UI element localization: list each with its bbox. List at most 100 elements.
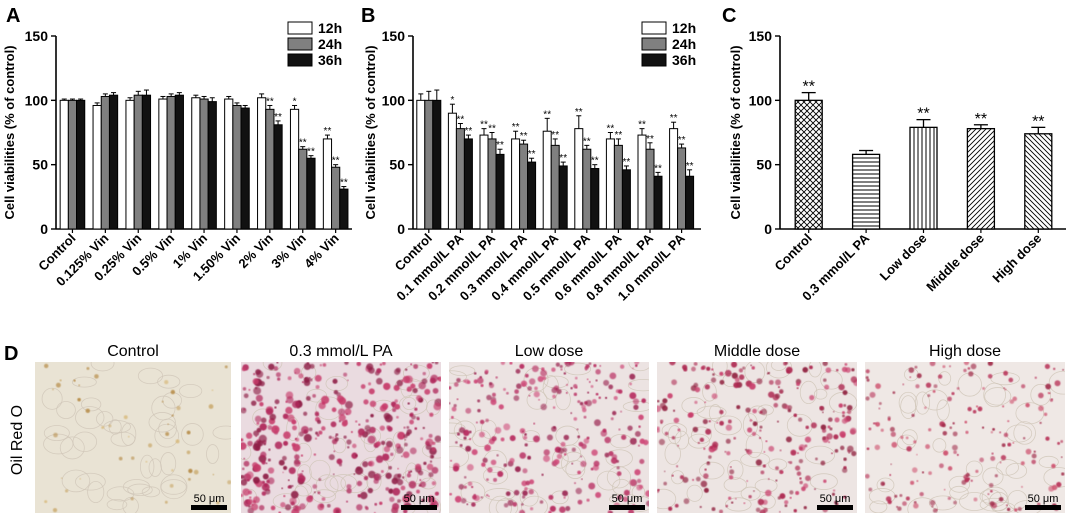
lipid-droplet	[522, 490, 528, 496]
lipid-droplet	[768, 445, 775, 452]
panel-a-bar	[67, 99, 78, 230]
lipid-droplet	[479, 431, 485, 438]
lipid-droplet	[822, 436, 826, 441]
lipid-droplet	[521, 480, 528, 487]
lipid-droplet	[241, 442, 247, 450]
lipid-droplet	[987, 493, 990, 496]
lipid-droplet	[415, 463, 422, 470]
panel-b-chart: B 0 50 100 150 Cell viabilities (% of contro…	[361, 5, 701, 304]
lipid-droplet	[455, 441, 458, 444]
cell-outline	[804, 445, 836, 465]
lipid-droplet	[264, 488, 271, 495]
scale-bar-label: 50 μm	[612, 493, 643, 505]
lipid-droplet	[593, 364, 597, 368]
lipid-droplet	[847, 409, 852, 415]
lipid-droplet	[476, 377, 484, 384]
lipid-droplet	[509, 435, 516, 442]
lipid-droplet	[431, 362, 435, 364]
lipid-droplet	[507, 499, 514, 506]
lipid-droplet	[798, 444, 806, 452]
lipid-droplet	[375, 455, 384, 463]
lipid-droplet	[123, 415, 128, 420]
lipid-droplet	[292, 425, 297, 431]
lipid-droplet	[773, 402, 779, 408]
cell-outline	[521, 495, 548, 513]
lipid-droplet	[145, 460, 148, 463]
lipid-droplet	[565, 506, 571, 512]
lipid-droplet	[575, 487, 582, 495]
panel-b-bar	[511, 138, 521, 230]
cell-outline	[983, 382, 1006, 408]
lipid-droplet	[368, 470, 376, 479]
lipid-droplet	[586, 378, 589, 381]
panel-a-legend-swatch	[287, 21, 313, 35]
cell-outline	[740, 486, 761, 501]
lipid-droplet	[429, 412, 434, 417]
lipid-droplet	[645, 500, 649, 507]
lipid-droplet	[633, 404, 639, 410]
lipid-droplet	[1061, 472, 1065, 476]
lipid-droplet	[1057, 441, 1061, 445]
cell-outline	[71, 376, 97, 388]
cell-outline	[813, 388, 828, 400]
panel-b-y-axis-label: Cell viabilities (% of control)	[363, 45, 378, 219]
lipid-droplet	[785, 362, 789, 365]
panel-a-y-tick-label: 0	[40, 221, 48, 237]
lipid-droplet	[1045, 383, 1052, 390]
cell-outline	[402, 397, 417, 410]
cell-outline	[1013, 421, 1036, 445]
lipid-droplet	[972, 409, 977, 414]
lipid-droplet	[513, 489, 520, 496]
lipid-droplet	[617, 494, 623, 501]
lipid-droplet	[1060, 440, 1064, 443]
lipid-droplet	[242, 488, 250, 496]
lipid-droplet	[823, 479, 827, 483]
lipid-droplet	[306, 495, 313, 503]
lipid-droplet	[951, 444, 958, 451]
lipid-droplet	[471, 485, 474, 489]
lipid-droplet	[573, 384, 578, 389]
lipid-droplet	[746, 480, 749, 482]
lipid-droplet	[831, 492, 836, 496]
lipid-droplet	[380, 440, 386, 446]
lipid-droplet	[1012, 441, 1015, 444]
lipid-droplet	[407, 402, 410, 405]
lipid-droplet	[975, 469, 979, 473]
lipid-droplet	[594, 419, 601, 427]
lipid-droplet	[1001, 443, 1006, 448]
lipid-droplet	[919, 491, 924, 497]
lipid-droplet	[380, 469, 384, 473]
lipid-droplet	[514, 466, 521, 473]
lipid-droplet	[953, 450, 957, 455]
cell-outline	[382, 437, 397, 462]
lipid-droplet	[477, 399, 481, 403]
lipid-droplet	[549, 505, 556, 512]
lipid-droplet	[832, 489, 836, 492]
lipid-droplet	[894, 494, 898, 498]
lipid-droplet	[758, 436, 762, 440]
lipid-droplet	[176, 405, 181, 411]
lipid-droplet	[524, 433, 527, 436]
lipid-droplet	[768, 379, 774, 385]
lipid-droplet	[376, 441, 381, 447]
lipid-droplet	[910, 480, 915, 485]
lipid-droplet	[1007, 420, 1010, 423]
lipid-droplet	[703, 447, 706, 450]
lipid-droplet	[450, 415, 454, 419]
lipid-droplet	[313, 491, 316, 494]
lipid-droplet	[553, 426, 556, 429]
lipid-droplet	[454, 495, 462, 503]
lipid-droplet	[968, 371, 974, 377]
lipid-droplet	[410, 412, 414, 416]
lipid-droplet	[733, 382, 740, 389]
lipid-droplet	[315, 385, 320, 389]
lipid-droplet	[843, 495, 847, 499]
cell-outline	[820, 370, 843, 390]
lipid-droplet	[344, 408, 352, 416]
lipid-droplet	[293, 459, 301, 467]
lipid-droplet	[548, 494, 554, 500]
lipid-droplet	[528, 378, 536, 385]
lipid-droplet	[130, 456, 135, 460]
cell-outline	[898, 391, 918, 414]
lipid-droplet	[780, 471, 784, 474]
